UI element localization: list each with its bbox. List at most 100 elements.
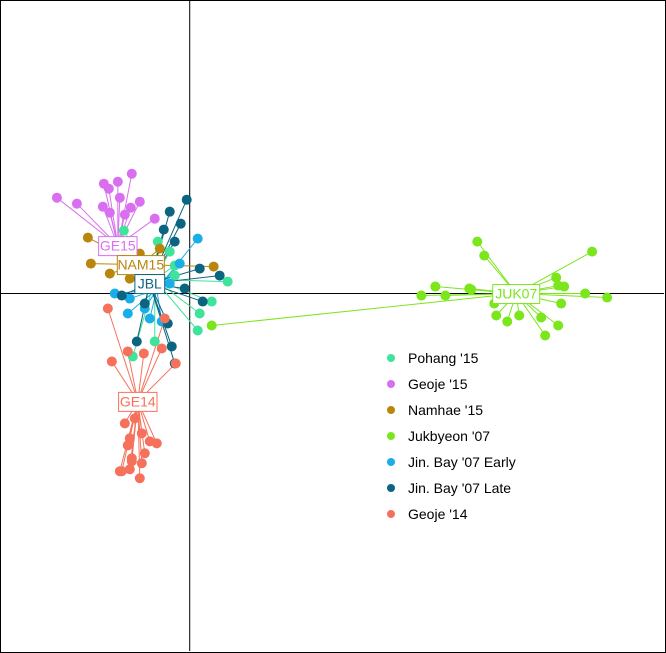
data-point: [151, 438, 162, 449]
data-point: [514, 310, 525, 321]
data-point: [536, 312, 547, 323]
data-point: [138, 348, 149, 359]
legend-marker: [387, 380, 395, 388]
data-point: [479, 250, 490, 261]
group-label: GE14: [118, 391, 158, 412]
data-point: [106, 356, 117, 367]
data-point: [85, 258, 96, 269]
data-point: [124, 293, 135, 304]
data-point: [51, 192, 62, 203]
data-point: [122, 346, 133, 357]
data-point: [206, 320, 217, 331]
legend-label: Pohang '15: [408, 350, 479, 366]
legend-label: Jukbyeon '07: [408, 428, 490, 444]
data-point: [124, 273, 135, 284]
group-label-box: [492, 284, 541, 305]
data-point: [222, 276, 233, 287]
legend-item: Pohang '15: [387, 350, 479, 366]
group-label-text: JUK07: [495, 286, 537, 302]
group-label-text: GE15: [100, 238, 136, 254]
data-point: [98, 178, 109, 189]
data-point: [134, 473, 145, 484]
data-point: [102, 303, 113, 314]
legend-marker: [387, 458, 395, 466]
legend-marker: [387, 484, 395, 492]
data-point: [71, 198, 82, 209]
data-point: [602, 292, 613, 303]
group-label: NAM15: [116, 255, 165, 276]
data-point: [164, 246, 175, 257]
data-point: [179, 283, 190, 294]
data-point: [540, 330, 551, 341]
data-point: [122, 308, 133, 319]
data-point: [144, 313, 155, 324]
points-layer: [51, 168, 613, 484]
data-point: [466, 284, 477, 295]
data-point: [206, 296, 217, 307]
data-point: [119, 418, 130, 429]
group-label: JUK07: [492, 284, 541, 305]
legend-marker: [387, 510, 395, 518]
data-point: [194, 263, 205, 274]
legend-label: Geoje '15: [408, 376, 468, 392]
data-point: [139, 298, 150, 309]
data-point: [139, 448, 150, 459]
legend-item: Jukbyeon '07: [387, 428, 490, 444]
spoke-line: [137, 318, 166, 402]
data-point: [156, 343, 167, 354]
group-labels-layer: GE15 NAM15 JUK07 JBL GE14: [98, 236, 541, 412]
data-point: [104, 268, 115, 279]
group-label-text: JBL: [138, 276, 162, 292]
data-point: [158, 224, 169, 235]
legend-marker: [387, 406, 395, 414]
group-label-box: [118, 391, 158, 412]
group-label-text: GE14: [120, 393, 156, 409]
data-point: [553, 320, 564, 331]
legend-item: Geoje '15: [387, 376, 468, 392]
data-point: [164, 206, 175, 217]
data-point: [208, 261, 219, 272]
data-point: [430, 281, 441, 292]
data-point: [149, 213, 160, 224]
legend-label: Jin. Bay '07 Late: [408, 480, 511, 496]
legend-label: Jin. Bay '07 Early: [408, 454, 516, 470]
data-point: [181, 194, 192, 205]
data-point: [124, 464, 135, 475]
data-point: [174, 258, 185, 269]
legend-label: Geoje '14: [408, 506, 468, 522]
data-point: [169, 270, 180, 281]
legend-item: Namhae '15: [387, 402, 483, 418]
data-point: [125, 202, 136, 213]
data-point: [192, 233, 203, 244]
data-point: [97, 201, 108, 212]
data-point: [416, 290, 427, 301]
data-point: [116, 290, 127, 301]
data-point: [114, 466, 125, 477]
data-point: [559, 281, 570, 292]
data-point: [170, 358, 181, 369]
data-point: [214, 270, 225, 281]
data-point: [472, 236, 483, 247]
spoke-line: [211, 293, 517, 326]
data-point: [136, 428, 147, 439]
group-label: GE15: [98, 236, 138, 257]
data-point: [154, 243, 165, 254]
legend-label: Namhae '15: [408, 402, 483, 418]
data-point: [587, 246, 598, 257]
data-point: [118, 225, 129, 236]
legend: Pohang '15 Geoje '15 Namhae '15 Jukbyeon '0…: [387, 350, 516, 522]
data-point: [159, 313, 170, 324]
group-label-box: [134, 274, 166, 295]
group-label-text: NAM15: [117, 257, 164, 273]
legend-item: Jin. Bay '07 Early: [387, 454, 516, 470]
group-label: JBL: [134, 274, 166, 295]
data-point: [440, 290, 451, 301]
spoke-line: [107, 308, 139, 402]
data-point: [491, 310, 502, 321]
data-point: [126, 168, 137, 179]
data-point: [119, 209, 130, 220]
data-point: [112, 176, 123, 187]
data-point: [122, 440, 133, 451]
